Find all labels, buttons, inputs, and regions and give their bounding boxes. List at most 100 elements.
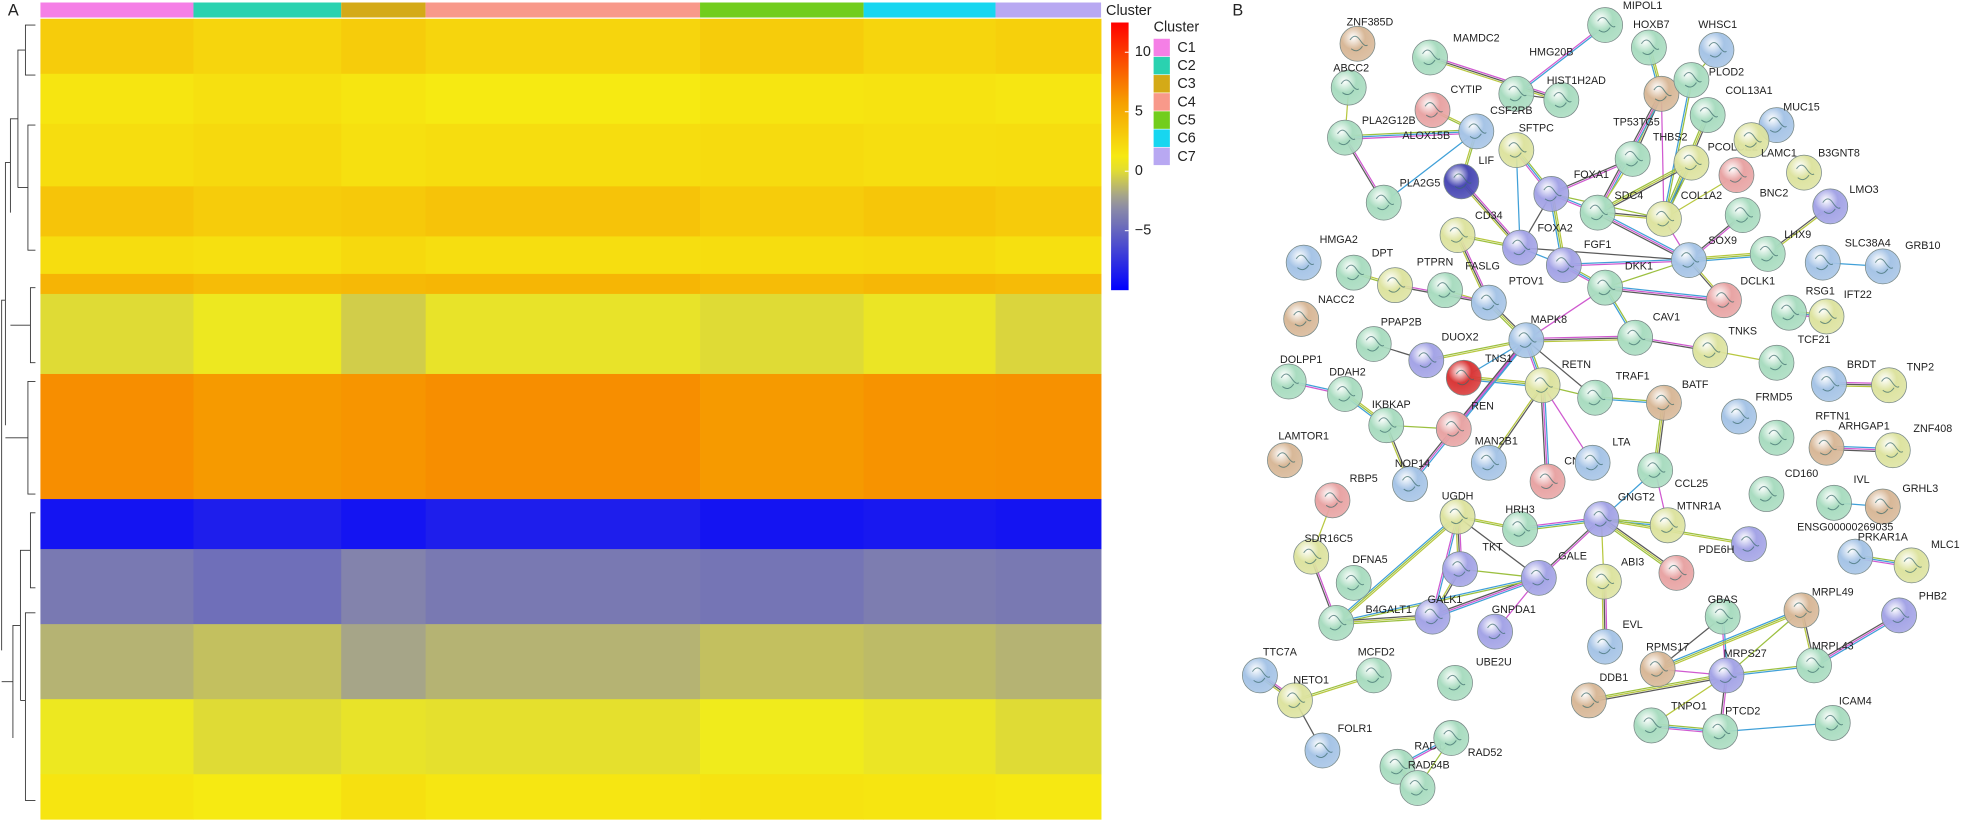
node-label: MAN2B1 [1475,435,1518,447]
heatmap-cell [863,18,996,75]
protein-node [1285,244,1322,281]
legend-label: C7 [1177,149,1195,165]
protein-structure [1365,335,1385,352]
protein-structure [1768,117,1787,133]
heatmap-cell [995,373,1102,500]
network-edge [1563,260,1689,267]
heatmap-cell [863,186,996,237]
heatmap-cell [425,186,701,237]
protein-structure [1418,352,1437,368]
protein-structure [1280,373,1300,389]
node-label: EVL [1622,619,1642,631]
heatmap-cell [425,293,701,375]
protein-structure [1743,132,1762,148]
protein-node [1864,488,1901,525]
protein-structure [1649,661,1669,677]
protein-node [1277,682,1313,719]
protein-node [1355,326,1392,362]
heatmap-cell [995,699,1102,775]
protein-structure [1424,608,1443,625]
protein-node [1646,384,1682,421]
heatmap-cell [425,624,701,700]
protein-structure [1295,254,1315,271]
protein-structure [1449,508,1468,525]
protein-structure [1453,173,1472,189]
heatmap-cell [425,499,701,550]
network-edge [1344,130,1477,139]
network-edge [1515,23,1605,94]
heatmap-cell [995,774,1102,820]
legend-swatch [1153,111,1170,129]
heatmap-cell [863,624,996,700]
protein-node [1543,82,1580,118]
node-label: LAMC1 [1761,148,1797,160]
protein-structure [1487,623,1506,640]
protein-structure [1512,521,1531,537]
protein-structure [1468,123,1487,139]
heatmap-cell [995,624,1102,700]
node-label: HOXB7 [1633,19,1669,31]
node-label: TNP2 [1907,362,1935,374]
protein-structure [1365,667,1385,683]
protein-structure [1437,282,1456,298]
legend-label: C2 [1177,58,1195,74]
protein-node [1758,344,1795,381]
network-edge [1605,285,1725,300]
heatmap-cell [40,499,194,550]
protein-node [1649,507,1686,544]
node-label: REN [1471,400,1494,412]
node-label: RAD54B [1408,759,1450,771]
protein-structure [1589,204,1608,221]
protein-node [1458,113,1495,150]
heatmap-cell [341,373,427,500]
node-label: SLC38A4 [1845,238,1891,250]
protein-node [1673,144,1710,181]
node-label: BRDT [1847,359,1877,371]
node-label: RETN [1562,359,1591,371]
legend-title: Cluster [1154,19,1200,35]
node-label: B3GNT8 [1818,148,1860,160]
heatmap-cell [425,774,701,820]
heatmap-cell [341,293,427,375]
protein-node [1570,682,1607,719]
network-edge [1429,58,1562,103]
protein-structure [1597,638,1616,655]
protein-structure [1555,257,1575,273]
protein-structure [1640,39,1660,56]
network-edge [1336,517,1460,625]
protein-structure [1818,439,1837,456]
legend-label: C3 [1177,76,1195,92]
heatmap-cell [40,624,194,700]
heatmap-cell [341,774,427,820]
protein-node [1355,657,1392,694]
node-label: PTPRN [1417,257,1453,269]
legend-label: C4 [1177,94,1195,110]
protein-node [1545,247,1582,284]
heatmap-cell [341,499,427,550]
protein-structure [1422,49,1441,66]
protein-structure [1708,42,1727,58]
heatmap-cell [995,499,1102,550]
node-label: SOX9 [1708,235,1737,247]
protein-node [1579,194,1616,231]
network-edge [1656,608,1802,669]
node-label: ICAM4 [1839,696,1872,708]
heatmap-cell [425,273,701,295]
protein-structure [1822,198,1841,214]
protein-node [1435,411,1472,447]
network-edge [1383,130,1477,204]
heatmap-cell [995,186,1102,237]
heatmap-cell [863,699,996,775]
network-edge [1604,288,1724,303]
protein-structure [1768,429,1787,446]
heatmap-cell [40,73,194,125]
node-label: ZNF385D [1347,16,1394,28]
protein-structure [1328,614,1347,631]
protein-structure [1668,564,1687,581]
heatmap-cell [700,273,864,295]
legend-swatch [1153,129,1170,147]
node-label: PLA2G5 [1400,178,1441,190]
node-label: ZNF408 [1913,423,1952,435]
protein-structure [1659,517,1679,533]
protein-node [1502,229,1538,266]
